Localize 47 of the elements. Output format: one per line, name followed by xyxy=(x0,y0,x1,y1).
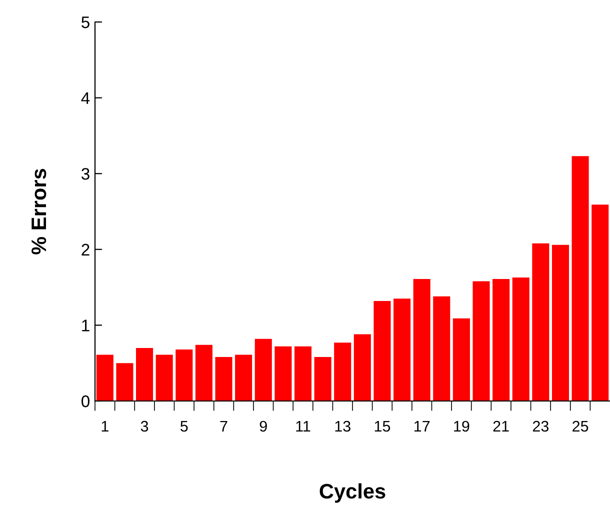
bar xyxy=(116,363,134,401)
bar xyxy=(334,342,352,401)
bar xyxy=(136,348,154,401)
bar xyxy=(472,281,490,401)
x-tick-label: 13 xyxy=(335,420,350,432)
y-axis-title: % Errors xyxy=(31,168,46,254)
y-tick-label: 3 xyxy=(82,168,90,180)
bar xyxy=(156,354,173,401)
x-tick-label: 3 xyxy=(140,420,148,432)
bar xyxy=(433,296,450,401)
bar xyxy=(274,346,292,401)
bar xyxy=(532,243,550,401)
y-tick-label: 1 xyxy=(82,320,90,332)
x-tick-label: 15 xyxy=(374,421,390,432)
x-axis-title: Cycles xyxy=(320,483,386,503)
bar xyxy=(572,156,589,401)
bar xyxy=(413,278,430,401)
bar xyxy=(294,346,312,401)
bar xyxy=(314,357,332,401)
bar xyxy=(492,278,510,401)
bar xyxy=(96,354,114,401)
x-tick-label: 9 xyxy=(260,420,267,432)
y-tick-label: 4 xyxy=(81,92,90,104)
bar xyxy=(176,349,193,401)
bar xyxy=(512,277,530,401)
bar xyxy=(254,338,272,401)
x-tick-label: 7 xyxy=(220,421,228,432)
y-tick-label: 0 xyxy=(82,395,90,408)
y-tick-label: 2 xyxy=(82,244,90,256)
bar xyxy=(452,318,470,401)
bar xyxy=(195,344,212,401)
x-tick-label: 17 xyxy=(414,421,430,432)
x-tick-label: 19 xyxy=(454,420,470,432)
bar xyxy=(374,300,391,401)
x-tick-label: 11 xyxy=(296,421,310,432)
x-tick-label: 23 xyxy=(532,420,548,432)
bar xyxy=(354,334,371,401)
x-tick-label: 1 xyxy=(102,421,108,432)
x-tick-label: 25 xyxy=(572,420,588,432)
y-tick-label: 5 xyxy=(82,16,90,28)
bar xyxy=(235,354,252,401)
bar xyxy=(552,244,569,401)
bar xyxy=(215,357,232,401)
bar xyxy=(592,204,609,401)
bar xyxy=(394,298,411,401)
x-tick-label: 5 xyxy=(180,421,188,432)
x-tick-label: 21 xyxy=(493,420,509,432)
